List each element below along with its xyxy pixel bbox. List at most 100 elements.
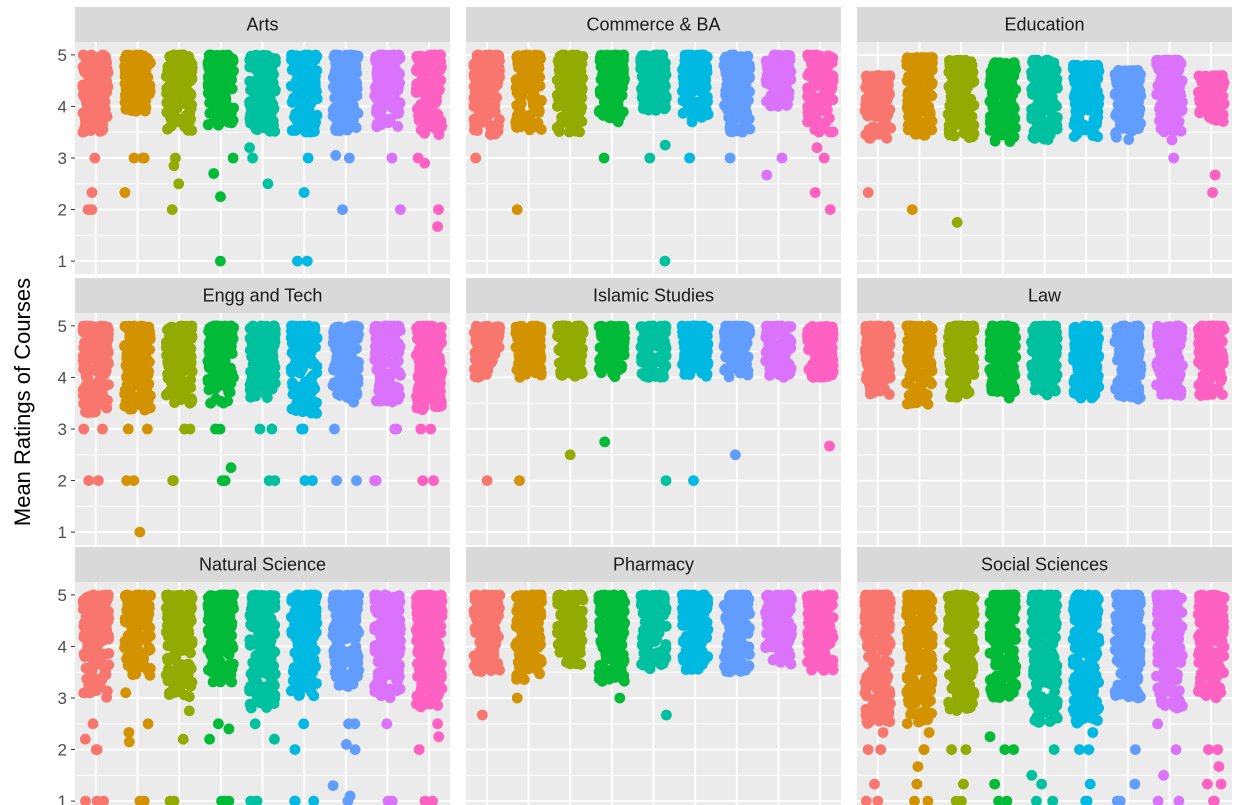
data-point (573, 108, 585, 119)
data-point (341, 49, 352, 61)
data-point (781, 100, 793, 111)
data-point (143, 321, 154, 333)
data-point (1034, 74, 1046, 85)
data-point (474, 78, 486, 90)
data-point (288, 50, 300, 61)
data-point (185, 374, 197, 385)
data-point (963, 132, 975, 144)
data-point (1071, 128, 1083, 140)
data-point (1158, 81, 1170, 93)
data-point (224, 386, 236, 398)
y-tick-label: 5 (58, 317, 67, 336)
data-point (924, 109, 936, 121)
outlier-point (298, 187, 310, 198)
data-point (266, 383, 277, 395)
outlier-point (119, 187, 131, 198)
data-point (957, 86, 969, 98)
y-tick-label: 2 (58, 472, 67, 491)
data-point (328, 377, 340, 388)
data-point (383, 81, 395, 92)
data-point (767, 89, 779, 100)
data-point (1167, 104, 1178, 115)
outlier-point (122, 423, 134, 435)
data-point (807, 70, 819, 82)
data-point (744, 123, 756, 135)
group-1-points (77, 49, 114, 216)
data-point (387, 49, 399, 61)
data-point (1132, 97, 1143, 109)
data-point (173, 99, 185, 110)
data-point (966, 70, 977, 82)
data-point (352, 107, 364, 119)
data-point (308, 93, 320, 104)
data-point (139, 87, 151, 98)
data-point (954, 54, 966, 66)
data-point (533, 80, 545, 92)
data-point (511, 51, 523, 63)
y-tick-label: 2 (58, 201, 67, 220)
data-point (616, 71, 628, 83)
data-point (392, 121, 404, 132)
data-point (677, 85, 688, 97)
group-7-points (327, 49, 364, 216)
data-point (952, 71, 964, 83)
data-point (91, 381, 103, 392)
data-point (288, 321, 299, 332)
outlier-point (659, 255, 671, 267)
data-point (286, 64, 298, 76)
data-point (1090, 74, 1102, 86)
data-point (289, 338, 301, 350)
data-point (944, 129, 955, 141)
data-point (342, 108, 354, 120)
outlier-point (761, 169, 773, 181)
data-point (693, 101, 705, 113)
data-point (1210, 114, 1222, 126)
data-point (375, 102, 387, 114)
y-tick-label: 3 (58, 420, 67, 439)
data-point (555, 51, 567, 63)
data-point (248, 93, 260, 104)
outlier-point (684, 152, 695, 164)
outlier-point (266, 423, 278, 435)
data-point (353, 356, 364, 368)
data-point (186, 393, 197, 405)
facet-title: Commerce & BA (586, 15, 720, 35)
data-point (523, 68, 535, 79)
data-point (419, 118, 430, 130)
data-point (126, 357, 137, 369)
outlier-point (137, 152, 149, 164)
data-point (176, 82, 188, 94)
data-point (535, 123, 547, 135)
data-point (656, 55, 667, 66)
data-point (761, 58, 773, 70)
data-point (268, 320, 279, 332)
data-point (636, 83, 647, 95)
outlier-point (216, 475, 228, 486)
outlier-point (210, 423, 221, 435)
outlier-point (302, 152, 314, 164)
data-point (310, 116, 321, 128)
y-tick-label: 4 (58, 97, 67, 116)
data-point (203, 345, 215, 357)
data-point (258, 53, 269, 65)
data-point (78, 342, 90, 354)
data-point (564, 98, 576, 110)
data-point (637, 103, 649, 114)
outlier-point (433, 204, 444, 216)
data-point (902, 124, 914, 136)
data-point (1009, 113, 1021, 124)
data-point (803, 115, 814, 126)
data-point (721, 81, 733, 93)
outlier-point (142, 423, 153, 435)
data-point (1168, 54, 1180, 66)
data-point (863, 124, 875, 135)
data-point (1077, 101, 1089, 113)
outlier-point (128, 152, 140, 164)
outlier-point (344, 152, 355, 164)
data-point (96, 325, 107, 337)
outlier-point (86, 187, 98, 198)
data-point (654, 72, 666, 84)
data-point (394, 98, 406, 109)
